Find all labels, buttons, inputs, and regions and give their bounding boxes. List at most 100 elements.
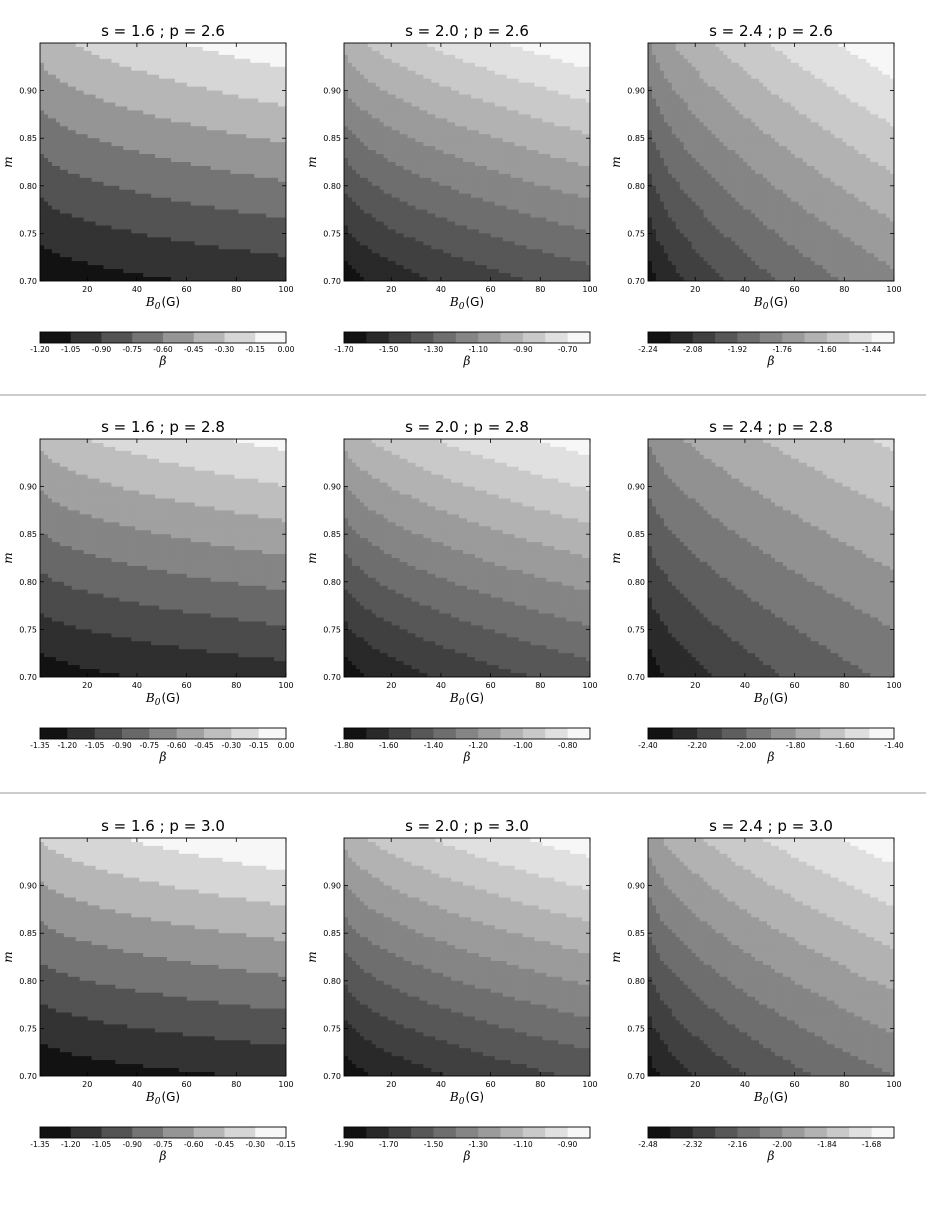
plot-title: s = 2.0 ; p = 2.6 [405, 22, 529, 40]
colorbar-frame [647, 727, 895, 740]
colorbar-tick-label: -1.80 [786, 741, 806, 750]
y-axis-label: m [1, 156, 15, 167]
panel-8: s = 2.0 ; p = 3.0 20 40 60 80 100 0.70 0.75 0.80… [305, 817, 598, 1163]
x-axis-label: B0(G) [753, 691, 788, 708]
y-tick-label: 0.75 [627, 625, 645, 634]
x-tick-label: 100 [886, 1080, 901, 1089]
contour-field [648, 439, 894, 677]
y-tick-label: 0.90 [323, 882, 341, 891]
colorbar-swatch [455, 1127, 479, 1138]
colorbar-swatch [871, 332, 895, 343]
x-tick-label: 20 [82, 681, 92, 690]
plot-frame [343, 42, 591, 282]
x-tick-label: 80 [535, 1080, 545, 1089]
y-tick-label: 0.75 [19, 1024, 37, 1033]
colorbar-tick-label: -2.32 [683, 1140, 703, 1149]
x-axis-label: B0(G) [145, 295, 180, 312]
colorbar-tick-label: -1.40 [424, 741, 444, 750]
plot-frame [647, 42, 895, 282]
colorbar-tick-label: -1.20 [468, 741, 488, 750]
x-tick-label: 40 [436, 285, 446, 294]
colorbar-swatch [692, 1127, 716, 1138]
plot-title: s = 2.4 ; p = 3.0 [709, 817, 833, 835]
y-tick-label: 0.70 [19, 673, 37, 682]
colorbar: -2.24 -2.08 -1.92 -1.76 -1.60 -1.44 β [638, 331, 895, 368]
colorbar: -1.35 -1.20 -1.05 -0.90 -0.75 -0.60 -0.45 -0.30… [30, 1126, 296, 1163]
y-axis-label: m [305, 951, 319, 962]
colorbar-frame [343, 331, 591, 344]
y-tick-label: 0.80 [627, 977, 645, 986]
colorbar-tick-label: -0.60 [167, 741, 187, 750]
y-tick-label: 0.90 [323, 87, 341, 96]
y-tick-label: 0.85 [19, 929, 37, 938]
plot-title: s = 1.6 ; p = 3.0 [101, 817, 225, 835]
y-tick-label: 0.70 [627, 277, 645, 286]
colorbar-swatch [522, 728, 546, 739]
colorbar-swatch [759, 1127, 783, 1138]
colorbar-tick-label: -1.20 [58, 741, 78, 750]
x-axis-label: B0(G) [145, 691, 180, 708]
panel-2: s = 2.0 ; p = 2.6 20 40 60 80 100 0.70 0.75 0.80… [305, 22, 598, 368]
colorbar-tick-label: -1.35 [30, 1140, 50, 1149]
y-tick-label: 0.90 [627, 483, 645, 492]
panel-5: s = 2.0 ; p = 2.8 20 40 60 80 100 0.70 0.75 0.80… [305, 418, 598, 764]
x-tick-label: 60 [790, 285, 800, 294]
colorbar-swatch [70, 332, 102, 343]
colorbar-swatch [826, 1127, 850, 1138]
plot-title: s = 2.0 ; p = 2.8 [405, 418, 529, 436]
y-tick-label: 0.85 [19, 530, 37, 539]
contour-field [648, 838, 894, 1076]
colorbar: -1.80 -1.60 -1.40 -1.20 -1.00 -0.80 β [334, 727, 591, 764]
colorbar: -1.35 -1.20 -1.05 -0.90 -0.75 -0.60 -0.45 -0.30… [30, 727, 295, 764]
colorbar-tick-label: -1.60 [379, 741, 399, 750]
colorbar-tick-label: -1.90 [334, 1140, 354, 1149]
colorbar-tick-label: -1.20 [30, 345, 50, 354]
y-tick-label: 0.70 [323, 1072, 341, 1081]
colorbar-tick-label: -1.35 [30, 741, 50, 750]
colorbar-label: β [159, 1149, 167, 1163]
colorbar-tick-label: -1.05 [85, 741, 105, 750]
contour-field [40, 43, 286, 281]
panel-4: s = 1.6 ; p = 2.8 20 40 60 80 100 0.70 0.75 0.80… [1, 418, 295, 764]
x-tick-label: 60 [486, 1080, 496, 1089]
colorbar-swatch [545, 728, 569, 739]
colorbar-frame [39, 1126, 287, 1139]
x-tick-label: 60 [182, 681, 192, 690]
colorbar-tick-label: -1.44 [862, 345, 882, 354]
y-tick-label: 0.75 [323, 1024, 341, 1033]
y-tick-label: 0.70 [627, 673, 645, 682]
colorbar-tick-label: -1.20 [61, 1140, 81, 1149]
colorbar-swatch [478, 332, 501, 343]
colorbar-tick-label: -0.90 [112, 741, 132, 750]
panel-6: s = 2.4 ; p = 2.8 20 40 60 80 100 0.70 0.75 0.80… [609, 418, 904, 764]
colorbar-swatch [567, 728, 591, 739]
plot-frame [39, 42, 287, 282]
y-tick-label: 0.85 [19, 134, 37, 143]
colorbar-tick-label: -2.20 [687, 741, 707, 750]
colorbar-swatch [522, 1127, 546, 1138]
colorbar-swatch [871, 1127, 895, 1138]
colorbar-swatch [782, 332, 805, 343]
y-tick-label: 0.80 [323, 578, 341, 587]
y-tick-label: 0.70 [19, 1072, 37, 1081]
contour-field [648, 43, 894, 281]
y-tick-label: 0.80 [323, 977, 341, 986]
colorbar-tick-label: -0.90 [123, 1140, 143, 1149]
y-tick-label: 0.85 [627, 929, 645, 938]
plot-frame [343, 837, 591, 1077]
colorbar-tick-label: -1.84 [817, 1140, 837, 1149]
y-tick-label: 0.85 [323, 530, 341, 539]
colorbar-label: β [159, 750, 167, 764]
colorbar-swatch [455, 332, 479, 343]
colorbar-tick-label: -1.80 [334, 741, 354, 750]
colorbar-tick-label: -1.50 [379, 345, 399, 354]
panel-1: s = 1.6 ; p = 2.6 20 40 60 80 100 0.70 0.75 0.80… [1, 22, 295, 368]
colorbar-swatch [224, 332, 256, 343]
x-tick-label: 60 [790, 1080, 800, 1089]
y-tick-label: 0.80 [323, 182, 341, 191]
x-tick-label: 40 [740, 1080, 750, 1089]
colorbar-swatch [849, 1127, 873, 1138]
x-tick-label: 80 [839, 285, 849, 294]
colorbar-swatch [715, 1127, 738, 1138]
